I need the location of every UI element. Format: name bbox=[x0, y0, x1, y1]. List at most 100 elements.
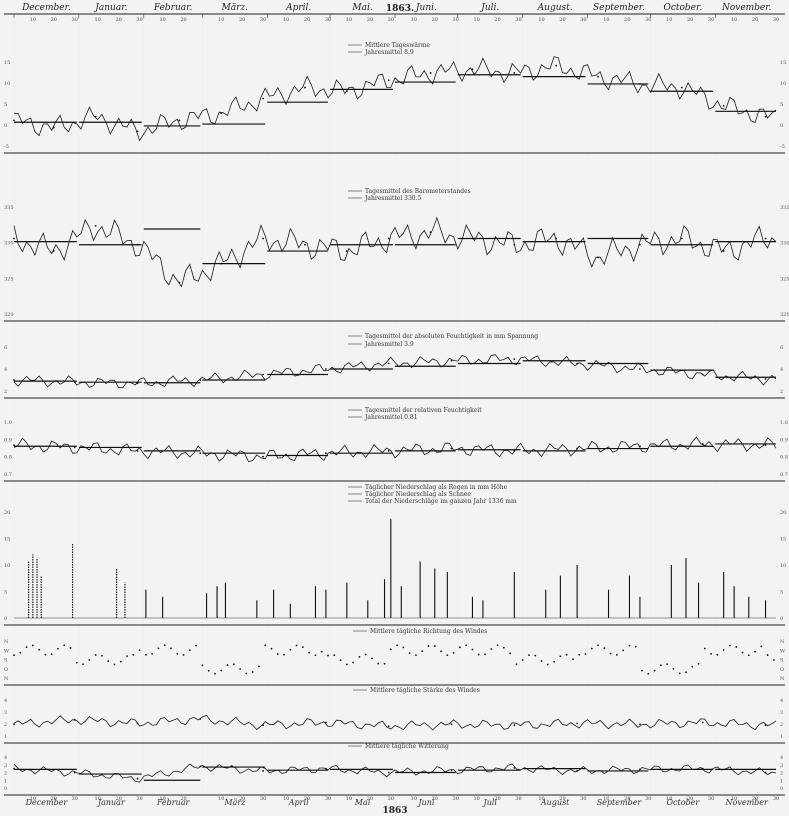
wind-direction-point bbox=[232, 663, 235, 666]
wind-direction-point bbox=[716, 653, 719, 656]
data-point bbox=[576, 770, 579, 772]
wind-direction-point bbox=[521, 659, 524, 661]
wind-direction-point bbox=[421, 650, 424, 653]
wind-direction-point bbox=[578, 653, 581, 656]
wind-direction-point bbox=[264, 644, 267, 647]
day-tick-label-bottom: 30 bbox=[773, 796, 779, 802]
day-tick-label-bottom: 10 bbox=[666, 796, 672, 802]
data-point bbox=[262, 770, 265, 772]
data-point bbox=[513, 72, 516, 74]
day-tick-label: 10 bbox=[603, 17, 609, 23]
wind-direction-point bbox=[565, 653, 568, 656]
y-tick-label-left: 4 bbox=[4, 367, 7, 373]
day-tick-label: 30 bbox=[708, 17, 714, 23]
wind-direction-point bbox=[251, 671, 254, 673]
y-tick-label-left: 0 bbox=[4, 123, 7, 129]
wind-direction-point bbox=[666, 663, 669, 666]
month-label-bottom: September bbox=[597, 798, 643, 807]
wind-direction-point bbox=[433, 645, 436, 648]
day-tick-label-bottom: 10 bbox=[538, 796, 544, 802]
data-point bbox=[136, 777, 139, 780]
y-tick-label-left: 1 bbox=[4, 778, 7, 784]
day-tick-label-bottom: 20 bbox=[559, 796, 565, 802]
data-point bbox=[576, 722, 579, 725]
month-label-top: Juli. bbox=[479, 3, 499, 13]
wind-direction-point bbox=[534, 654, 537, 657]
day-tick-label: 10 bbox=[283, 17, 289, 23]
month-label-top: August. bbox=[537, 3, 573, 13]
y-tick-label-left: 15 bbox=[4, 60, 10, 66]
wind-direction-point bbox=[101, 654, 103, 657]
day-tick-label: 30 bbox=[773, 17, 779, 23]
panel-title: Täglicher Niederschlag als Regen in mm H… bbox=[365, 484, 508, 491]
y-tick-label-right: 330 bbox=[780, 241, 789, 247]
day-tick-label: 10 bbox=[218, 17, 224, 23]
y-tick-label-left: 2 bbox=[4, 771, 7, 777]
panel-title: Jahresmittel 8.9 bbox=[364, 49, 414, 56]
wind-direction-point bbox=[226, 664, 229, 666]
y-tick-label-right: 325 bbox=[780, 276, 789, 282]
wind-direction-point bbox=[697, 662, 700, 665]
panel-title: Tagesmittel der relativen Feuchtigkeit bbox=[365, 407, 482, 414]
wind-direction-point bbox=[308, 651, 311, 654]
wind-direction-point bbox=[38, 648, 41, 651]
y-tick-label-left: 0 bbox=[4, 616, 7, 622]
data-point bbox=[764, 378, 767, 380]
data-point bbox=[325, 721, 327, 724]
y-tick-label-right: 5 bbox=[780, 590, 783, 596]
wind-direction-point bbox=[75, 661, 78, 664]
data-point bbox=[199, 452, 202, 455]
data-point bbox=[73, 446, 76, 449]
wind-direction-point bbox=[239, 668, 241, 670]
day-tick-label-bottom: 10 bbox=[603, 796, 609, 802]
y-tick-label-right: 0.8 bbox=[780, 455, 788, 461]
wind-direction-point bbox=[220, 669, 223, 672]
month-label-bottom: Februar bbox=[156, 798, 191, 807]
wind-direction-point bbox=[634, 645, 637, 648]
y-tick-label-right: 6 bbox=[780, 345, 783, 351]
y-tick-label-right: 1.0 bbox=[780, 420, 788, 426]
wind-direction-point bbox=[584, 653, 587, 655]
data-point bbox=[262, 724, 265, 727]
data-point bbox=[94, 115, 97, 118]
day-tick-label: 10 bbox=[346, 17, 352, 23]
data-point bbox=[701, 767, 704, 770]
data-point bbox=[387, 771, 390, 774]
wind-direction-point bbox=[113, 663, 116, 666]
y-tick-label-left: 2 bbox=[4, 389, 7, 395]
y-tick-label-left: N bbox=[4, 676, 9, 682]
data-point bbox=[429, 231, 432, 234]
wind-direction-point bbox=[509, 652, 512, 655]
day-tick-label: 30 bbox=[388, 17, 394, 23]
y-tick-label-left: 2 bbox=[4, 722, 7, 728]
wind-direction-point bbox=[540, 660, 543, 662]
data-point bbox=[639, 768, 641, 771]
y-tick-label-right: 0 bbox=[780, 786, 783, 792]
y-tick-label-left: W bbox=[4, 648, 10, 654]
wind-direction-point bbox=[157, 647, 160, 650]
series-line bbox=[13, 216, 777, 288]
data-point bbox=[513, 449, 516, 452]
day-tick-label-bottom: 30 bbox=[260, 796, 266, 802]
month-label-bottom: Juli bbox=[482, 798, 498, 807]
data-point bbox=[450, 447, 453, 450]
day-tick-label-bottom: 20 bbox=[51, 796, 57, 802]
data-point bbox=[387, 237, 390, 240]
panel-title: Mittlere tägliche Richtung des Windes bbox=[370, 628, 487, 635]
panel-title: Jahresmittel 330.5 bbox=[364, 195, 422, 202]
wind-direction-point bbox=[572, 658, 574, 661]
wind-direction-point bbox=[188, 649, 191, 652]
month-label-top: Januar. bbox=[93, 3, 127, 13]
wind-direction-point bbox=[678, 672, 681, 675]
data-point bbox=[450, 359, 453, 362]
data-point bbox=[764, 724, 767, 727]
series-line bbox=[13, 763, 777, 783]
series-line bbox=[13, 56, 777, 142]
data-point bbox=[701, 443, 704, 445]
data-point bbox=[471, 237, 474, 240]
wind-direction-point bbox=[622, 649, 625, 652]
wind-direction-point bbox=[685, 671, 687, 674]
y-tick-label-left: S bbox=[4, 658, 8, 664]
y-tick-label-right: 4 bbox=[780, 698, 783, 704]
